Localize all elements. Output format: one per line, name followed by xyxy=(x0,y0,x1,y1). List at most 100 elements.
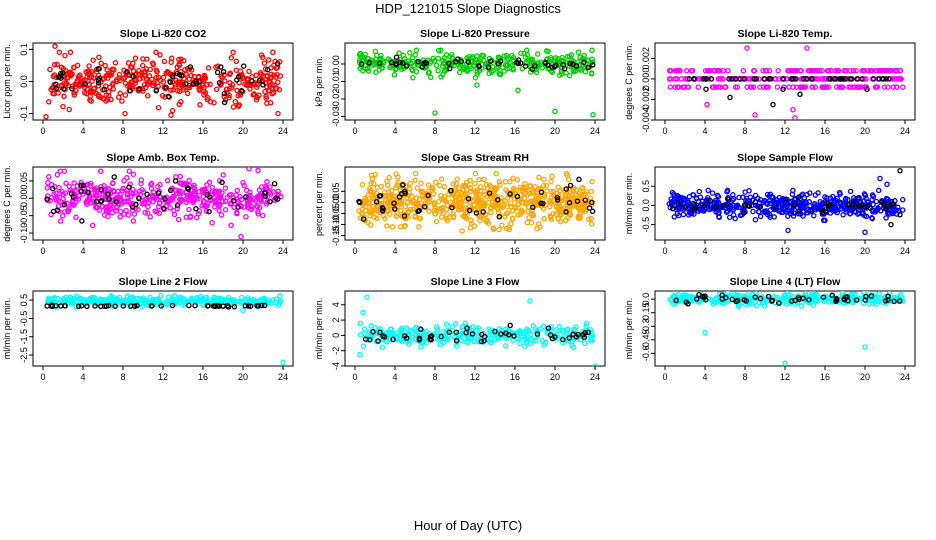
data-point xyxy=(97,296,104,302)
data-point xyxy=(207,99,214,105)
data-point xyxy=(149,303,155,309)
data-point xyxy=(186,177,192,184)
x-tick-label: 0 xyxy=(662,246,667,256)
y-tick-label: -0.5 xyxy=(19,311,29,327)
data-point xyxy=(764,211,771,218)
data-point xyxy=(156,203,162,210)
data-point xyxy=(400,60,406,66)
data-point xyxy=(161,58,168,65)
data-point xyxy=(834,67,840,74)
data-point xyxy=(897,168,903,174)
data-point xyxy=(541,176,547,183)
data-point xyxy=(80,182,87,189)
data-point xyxy=(705,67,711,74)
data-point xyxy=(156,210,163,217)
data-point xyxy=(752,216,759,223)
data-point xyxy=(897,76,903,82)
data-point xyxy=(173,187,179,194)
data-point xyxy=(899,207,906,213)
data-point xyxy=(693,195,700,202)
y-tick-label: -2.5 xyxy=(19,347,29,363)
data-point xyxy=(66,183,72,190)
x-tick-label: 8 xyxy=(742,246,747,256)
data-point xyxy=(54,171,61,178)
data-point xyxy=(474,327,480,333)
data-point xyxy=(672,291,678,295)
data-point xyxy=(193,214,200,221)
x-tick-label: 0 xyxy=(662,126,667,136)
data-point xyxy=(539,65,545,71)
data-point xyxy=(215,201,221,208)
data-point xyxy=(128,303,134,309)
data-point xyxy=(246,167,252,172)
data-point xyxy=(201,88,207,95)
data-point xyxy=(241,182,247,189)
data-point xyxy=(265,299,271,306)
data-point xyxy=(762,67,769,74)
data-point xyxy=(432,204,438,210)
data-point xyxy=(73,199,79,205)
data-point xyxy=(369,175,376,182)
data-point xyxy=(767,214,773,221)
data-point xyxy=(721,202,728,209)
data-point xyxy=(260,73,267,79)
data-point xyxy=(485,64,492,71)
data-point xyxy=(221,99,228,106)
data-point xyxy=(894,84,900,90)
data-point xyxy=(474,187,481,193)
data-point xyxy=(884,181,890,188)
y-tick-label: -2 xyxy=(331,347,341,355)
data-point xyxy=(458,337,465,344)
data-point xyxy=(133,201,139,208)
data-point xyxy=(874,84,881,90)
data-point xyxy=(397,201,403,207)
data-point xyxy=(256,92,262,99)
data-point xyxy=(449,55,456,61)
data-point xyxy=(247,189,253,196)
data-point xyxy=(775,67,781,74)
data-point xyxy=(356,208,362,214)
data-point xyxy=(872,67,879,74)
data-point xyxy=(406,186,413,192)
series-hourly xyxy=(673,291,903,307)
data-point xyxy=(561,65,568,72)
data-points xyxy=(356,170,596,234)
data-point xyxy=(96,54,102,61)
y-tick-label: 0.0 xyxy=(19,75,29,88)
data-point xyxy=(821,200,827,207)
data-point xyxy=(553,211,559,217)
data-point xyxy=(582,68,589,75)
data-point xyxy=(141,81,148,88)
y-axis-label: ml/min per min. xyxy=(2,298,12,360)
data-point xyxy=(136,86,143,92)
data-point xyxy=(723,295,729,301)
data-point xyxy=(481,176,487,183)
data-point xyxy=(132,55,139,61)
data-point xyxy=(524,326,530,332)
data-point xyxy=(449,324,456,330)
data-point xyxy=(63,80,70,87)
data-point xyxy=(894,295,900,301)
data-point xyxy=(252,198,259,204)
data-point xyxy=(704,197,710,203)
data-point xyxy=(847,188,854,195)
data-point xyxy=(872,84,879,90)
data-point xyxy=(678,206,684,212)
data-point xyxy=(157,52,163,58)
data-point xyxy=(213,200,220,207)
data-point xyxy=(109,180,116,187)
data-point xyxy=(148,180,155,187)
data-point xyxy=(150,61,157,68)
data-point xyxy=(366,200,373,207)
data-point xyxy=(393,54,400,60)
data-point xyxy=(737,293,743,299)
data-point xyxy=(193,206,199,212)
data-point xyxy=(172,178,179,184)
data-point xyxy=(851,198,857,205)
x-tick-label: 20 xyxy=(550,372,560,382)
data-point xyxy=(862,229,868,236)
data-point xyxy=(472,180,478,187)
data-point xyxy=(92,186,98,193)
data-point xyxy=(792,67,799,74)
data-point xyxy=(69,85,75,92)
